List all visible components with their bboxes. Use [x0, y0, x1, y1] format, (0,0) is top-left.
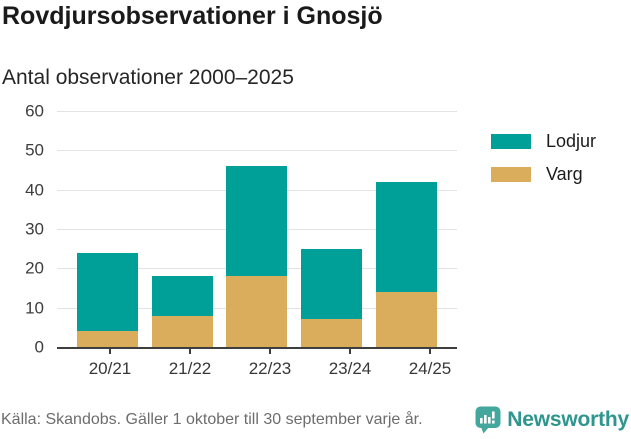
stacked-bar-20-21 — [76, 252, 138, 347]
legend-swatch — [491, 134, 531, 149]
footer: Källa: Skandobs. Gäller 1 oktober till 3… — [1, 405, 629, 435]
x-slot: 24/25 — [390, 349, 470, 389]
bar-segment-lodjur — [376, 181, 438, 292]
y-tick-label: 0 — [34, 337, 44, 357]
bar-slot — [294, 111, 369, 347]
y-axis: 0 10 20 30 40 50 60 — [0, 103, 46, 356]
x-slot: 21/22 — [150, 349, 230, 389]
bar-slot — [70, 111, 145, 347]
plot-area — [57, 111, 457, 349]
x-tick — [189, 349, 191, 354]
bar-segment-varg — [301, 319, 363, 347]
x-tick — [429, 349, 431, 354]
x-tick-label: 20/21 — [88, 359, 132, 378]
y-tick-label: 20 — [25, 258, 44, 278]
gridline — [57, 111, 457, 112]
x-slot: 23/24 — [310, 349, 390, 389]
legend-item-varg: Varg — [491, 164, 596, 185]
y-tick-label: 40 — [25, 180, 44, 200]
bar-segment-varg — [76, 331, 138, 347]
legend-swatch — [491, 167, 531, 182]
bar-segment-lodjur — [226, 166, 288, 277]
gridline — [57, 150, 457, 152]
stacked-bar-23-24 — [301, 248, 363, 347]
newsworthy-icon — [475, 406, 501, 434]
x-tick-label: 21/22 — [168, 359, 212, 378]
chart-subtitle: Antal observationer 2000–2025 — [2, 66, 294, 89]
bar-slot — [369, 111, 444, 347]
y-tick-label: 10 — [25, 298, 44, 318]
y-tick-label: 60 — [25, 101, 44, 121]
legend: Lodjur Varg — [491, 131, 596, 185]
newsworthy-wordmark: Newsworthy — [507, 408, 629, 431]
legend-label: Lodjur — [546, 131, 597, 151]
legend-label: Varg — [546, 164, 583, 184]
x-tick — [269, 349, 271, 354]
newsworthy-logo: Newsworthy — [475, 406, 629, 434]
bar-segment-lodjur — [151, 276, 213, 316]
stacked-bar-21-22 — [151, 276, 213, 347]
bar-segment-lodjur — [301, 248, 363, 320]
bar-segment-varg — [151, 315, 213, 347]
x-slot: 20/21 — [70, 349, 150, 389]
y-tick-label: 50 — [25, 140, 44, 160]
x-axis: 20/21 21/22 22/23 23/24 24/25 — [57, 349, 483, 389]
bar-segment-lodjur — [76, 252, 138, 332]
bars-container — [57, 111, 457, 347]
bar-segment-varg — [226, 276, 288, 347]
x-tick-label: 24/25 — [408, 359, 452, 378]
bar-slot — [220, 111, 295, 347]
chart-title: Rovdjursobservationer i Gnosjö — [2, 2, 383, 30]
x-slot: 22/23 — [230, 349, 310, 389]
x-tick — [109, 349, 111, 354]
legend-item-lodjur: Lodjur — [491, 131, 596, 152]
bar-slot — [145, 111, 220, 347]
stacked-bar-22-23 — [226, 166, 288, 347]
y-tick-label: 30 — [25, 219, 44, 239]
source-note: Källa: Skandobs. Gäller 1 oktober till 3… — [1, 411, 423, 428]
bar-segment-varg — [376, 291, 438, 347]
stacked-bar-24-25 — [376, 181, 438, 347]
x-tick-label: 22/23 — [248, 359, 292, 378]
x-tick-label: 23/24 — [328, 359, 372, 378]
x-tick — [349, 349, 351, 354]
